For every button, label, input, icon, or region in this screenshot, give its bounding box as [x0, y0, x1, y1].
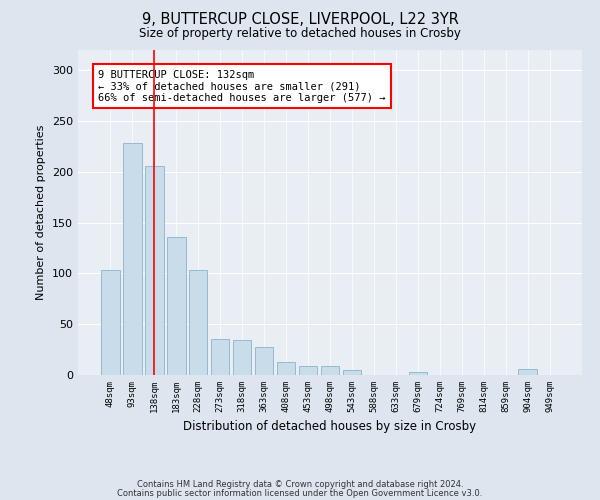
Bar	[320, 366, 340, 375]
Bar	[233, 340, 251, 375]
Text: Contains public sector information licensed under the Open Government Licence v3: Contains public sector information licen…	[118, 490, 482, 498]
Bar	[277, 362, 295, 375]
Bar	[211, 340, 229, 375]
Bar	[123, 144, 142, 375]
Bar	[255, 346, 274, 375]
Bar	[145, 166, 164, 375]
Bar	[343, 370, 361, 375]
Bar	[167, 237, 185, 375]
Bar	[518, 369, 537, 375]
Bar	[101, 270, 119, 375]
Y-axis label: Number of detached properties: Number of detached properties	[37, 125, 46, 300]
Text: 9, BUTTERCUP CLOSE, LIVERPOOL, L22 3YR: 9, BUTTERCUP CLOSE, LIVERPOOL, L22 3YR	[142, 12, 458, 28]
Text: Size of property relative to detached houses in Crosby: Size of property relative to detached ho…	[139, 28, 461, 40]
Bar	[299, 366, 317, 375]
X-axis label: Distribution of detached houses by size in Crosby: Distribution of detached houses by size …	[184, 420, 476, 434]
Text: 9 BUTTERCUP CLOSE: 132sqm
← 33% of detached houses are smaller (291)
66% of semi: 9 BUTTERCUP CLOSE: 132sqm ← 33% of detac…	[98, 70, 386, 102]
Bar	[189, 270, 208, 375]
Text: Contains HM Land Registry data © Crown copyright and database right 2024.: Contains HM Land Registry data © Crown c…	[137, 480, 463, 489]
Bar	[409, 372, 427, 375]
